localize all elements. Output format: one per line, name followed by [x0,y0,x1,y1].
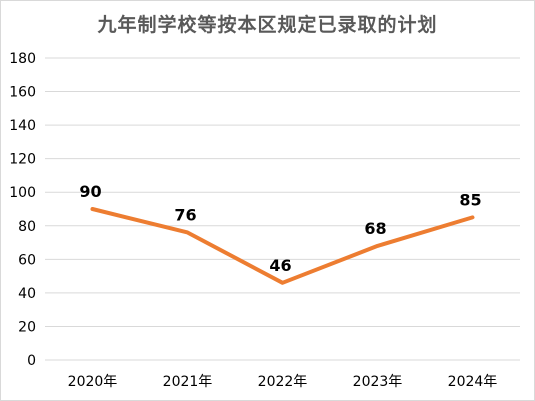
data-label: 46 [269,256,291,275]
data-label: 85 [459,190,481,209]
y-tick-label: 80 [18,219,36,235]
y-tick-label: 60 [18,252,36,268]
x-tick-label: 2022年 [258,374,308,390]
y-tick-label: 160 [9,85,36,101]
data-label: 90 [79,182,101,201]
y-tick-label: 100 [9,185,36,201]
chart-title: 九年制学校等按本区规定已录取的计划 [97,14,438,36]
data-label: 76 [174,205,196,224]
y-tick-label: 0 [27,353,36,369]
y-tick-label: 180 [9,51,36,67]
x-tick-label: 2023年 [353,374,403,390]
x-tick-label: 2021年 [163,374,213,390]
y-tick-label: 140 [9,118,36,134]
data-label: 68 [364,219,386,238]
y-tick-label: 120 [9,152,36,168]
x-tick-label: 2024年 [448,374,498,390]
y-tick-label: 40 [18,286,36,302]
y-tick-label: 20 [18,319,36,335]
x-tick-label: 2020年 [68,374,118,390]
